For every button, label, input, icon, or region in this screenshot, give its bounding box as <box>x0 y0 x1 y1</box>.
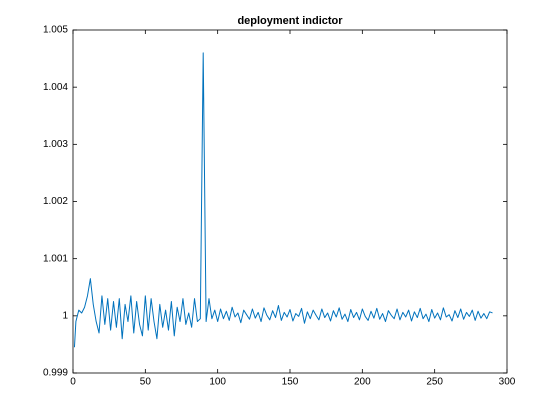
data-line <box>73 52 493 348</box>
y-tick-label: 1.002 <box>43 196 68 207</box>
x-tick-label: 100 <box>209 377 226 388</box>
x-tick-label: 0 <box>70 377 76 388</box>
y-tick-label: 1.003 <box>43 139 68 150</box>
x-tick-label: 250 <box>426 377 443 388</box>
x-tick-label: 50 <box>140 377 152 388</box>
y-tick-label: 1 <box>62 310 68 321</box>
x-tick-label: 200 <box>354 377 371 388</box>
chart-title: deployment indictor <box>237 15 343 27</box>
y-tick-label: 1.004 <box>43 82 68 93</box>
x-tick-label: 150 <box>282 377 299 388</box>
y-tick-label: 1.001 <box>43 253 68 264</box>
x-tick-label: 300 <box>499 377 516 388</box>
y-tick-label: 1.005 <box>43 25 68 36</box>
y-tick-label: 0.999 <box>43 368 68 379</box>
